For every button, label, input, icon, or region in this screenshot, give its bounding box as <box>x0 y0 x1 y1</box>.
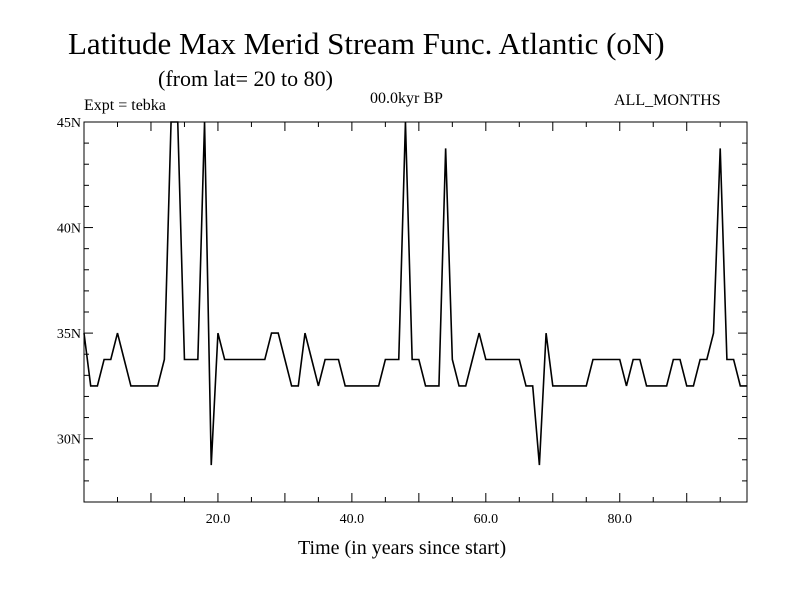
y-tick-label: 35N <box>57 327 81 342</box>
y-tick-label: 40N <box>57 222 81 237</box>
plot-frame <box>83 121 748 503</box>
x-tick-label: 20.0 <box>206 512 231 527</box>
axis-ticks <box>84 122 747 503</box>
x-tick-label: 60.0 <box>474 512 499 527</box>
chart-title: Latitude Max Merid Stream Func. Atlantic… <box>68 26 665 61</box>
y-tick-label: 30N <box>57 433 81 448</box>
months-label: ALL_MONTHS <box>614 92 721 109</box>
period-label: 00.0kyr BP <box>370 90 443 107</box>
axis-tick-labels: 20.0 40.0 60.0 80.0 30N 35N 40N 45N <box>57 116 632 527</box>
series-line <box>83 121 747 466</box>
chart-subtitle: (from lat= 20 to 80) <box>158 66 333 91</box>
y-tick-label: 45N <box>57 116 81 131</box>
x-tick-label: 40.0 <box>340 512 365 527</box>
x-tick-label: 80.0 <box>608 512 633 527</box>
x-axis-label: Time (in years since start) <box>298 537 507 559</box>
experiment-label: Expt = tebka <box>84 97 166 114</box>
